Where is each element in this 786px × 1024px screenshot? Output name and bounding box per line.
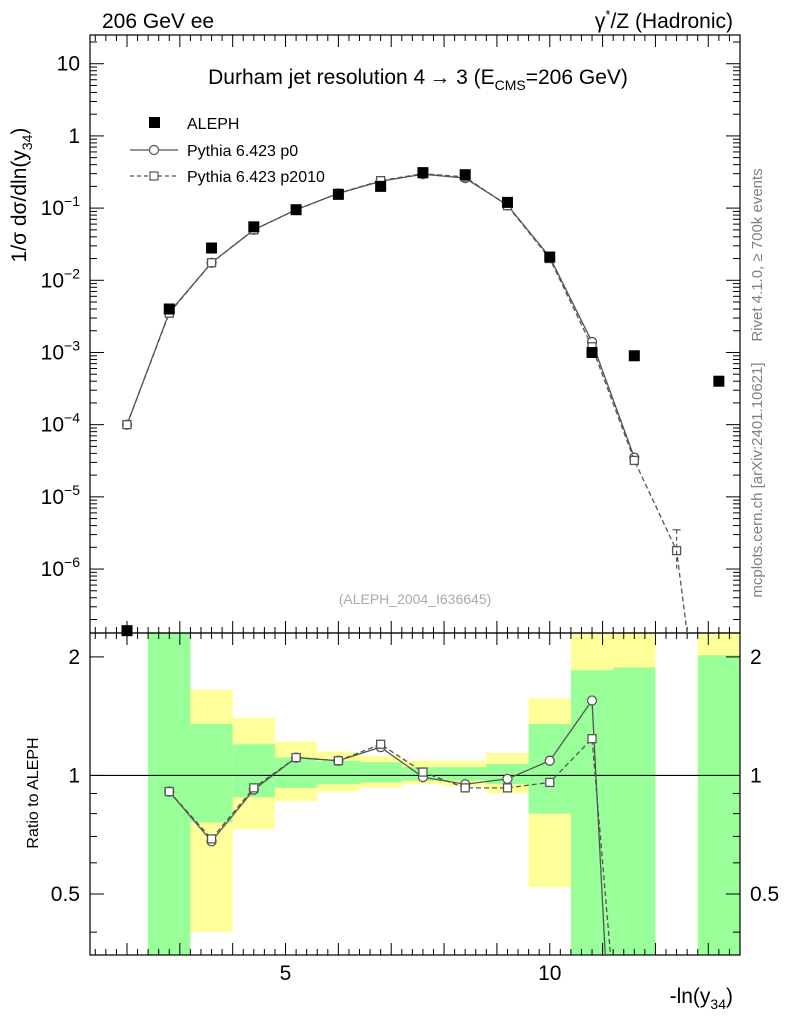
ratio-y-tick-label-right: 2 — [750, 646, 762, 669]
y-tick-label: 10−6 — [41, 554, 81, 581]
tick-labels: 5 10 10 1 10−1 10−2 10−3 10−4 10−5 10−6 0.5 0.5 1 1 2 2 — [41, 53, 780, 985]
uncertainty-bands — [90, 633, 740, 955]
ratio-y-tick-label-left: 2 — [68, 646, 80, 669]
curve-ratio-p0 — [168, 698, 606, 956]
marker-ratio-p0 — [502, 773, 513, 785]
ratio-y-tick-label-right: 1 — [750, 764, 762, 787]
data-point — [290, 204, 302, 216]
data-point — [501, 196, 513, 208]
marker-ratio-p2010 — [545, 777, 555, 788]
x-axis-label: -ln(y34) — [670, 985, 733, 1012]
marker-ratio-p0 — [544, 755, 555, 766]
data-point — [375, 180, 387, 192]
ratio-y-tick-label-left: 0.5 — [51, 883, 80, 906]
header-right: γ*/Z (Hadronic) — [595, 7, 733, 33]
marker-ratio-p2010 — [164, 786, 174, 797]
curve-main-p0 — [126, 173, 635, 458]
marker-main-p2010 — [206, 258, 217, 268]
marker-ratio-p2010 — [333, 756, 344, 766]
data-point — [544, 251, 556, 263]
header-left: 206 GeV ee — [102, 10, 214, 33]
legend-marker-p0 — [148, 144, 160, 156]
ratio-plot-frame — [89, 632, 741, 956]
band-green-7 — [444, 767, 487, 781]
curve-ratio-p2010 — [168, 737, 612, 956]
aleph-data-points — [121, 167, 725, 637]
plot-title: Durham jet resolution 4 → 3 (ECMS=206 GeV… — [208, 66, 628, 93]
data-point — [417, 167, 429, 179]
data-point — [713, 375, 725, 387]
ratio-y-tick-label-right: 0.5 — [750, 883, 779, 906]
x-tick-label: 5 — [280, 962, 292, 985]
data-point — [459, 169, 471, 181]
y-tick-label: 10−1 — [41, 193, 81, 220]
data-point — [586, 346, 598, 358]
marker-ratio-p2010 — [460, 783, 470, 793]
band-green-12 — [697, 655, 740, 955]
marker-main-p2010 — [629, 455, 639, 466]
axis-ticks — [90, 35, 741, 955]
legend-marker-aleph — [149, 117, 160, 128]
rivet-label: Rivet 4.1.0, ≥ 700k events — [749, 168, 766, 341]
ratio-y-tick-label-left: 1 — [68, 764, 80, 787]
marker-ratio-p2010 — [502, 783, 513, 793]
legend: ALEPH Pythia 6.423 p0 Pythia 6.423 p2010 — [130, 116, 325, 186]
y-tick-label: 10−2 — [41, 265, 81, 292]
marker-ratio-p2010 — [376, 739, 386, 749]
marker-ratio-p2010 — [418, 767, 428, 777]
data-point — [163, 303, 175, 315]
y-tick-label: 10−5 — [41, 482, 81, 509]
band-green-4 — [317, 760, 360, 785]
data-point — [248, 221, 260, 233]
legend-marker-p2010 — [149, 171, 159, 181]
marker-ratio-p2010 — [291, 752, 301, 763]
mcplots-label: mcplots.cern.ch [arXiv:2401.10621] — [749, 362, 766, 597]
data-point — [628, 350, 640, 362]
y-tick-label: 10−3 — [41, 337, 81, 364]
marker-ratio-p2010 — [249, 783, 259, 793]
band-green-1 — [190, 724, 233, 823]
band-green-11 — [613, 667, 656, 955]
ratio-y-axis-label: Ratio to ALEPH — [25, 737, 42, 848]
band-green-5 — [359, 762, 402, 783]
marker-ratio-p2010 — [206, 834, 217, 844]
analysis-watermark: (ALEPH_2004_I636645) — [339, 591, 492, 607]
legend-label-aleph: ALEPH — [187, 116, 239, 133]
data-point — [332, 188, 344, 200]
marker-ratio-p0 — [586, 695, 598, 706]
x-tick-label: 10 — [538, 962, 561, 985]
data-point — [206, 242, 218, 254]
data-point — [121, 625, 133, 637]
y-tick-label: 1 — [68, 125, 80, 148]
legend-label-p0: Pythia 6.423 p0 — [187, 143, 298, 160]
y-axis-label: 1/σ dσ/dln(y34) — [8, 128, 35, 263]
y-tick-label: 10 — [57, 53, 80, 76]
marker-ratio-p2010 — [587, 734, 597, 744]
legend-label-p2010: Pythia 6.423 p2010 — [187, 169, 325, 186]
marker-main-p2010 — [122, 420, 132, 430]
band-green-9 — [528, 724, 571, 814]
y-tick-label: 10−4 — [41, 410, 81, 437]
